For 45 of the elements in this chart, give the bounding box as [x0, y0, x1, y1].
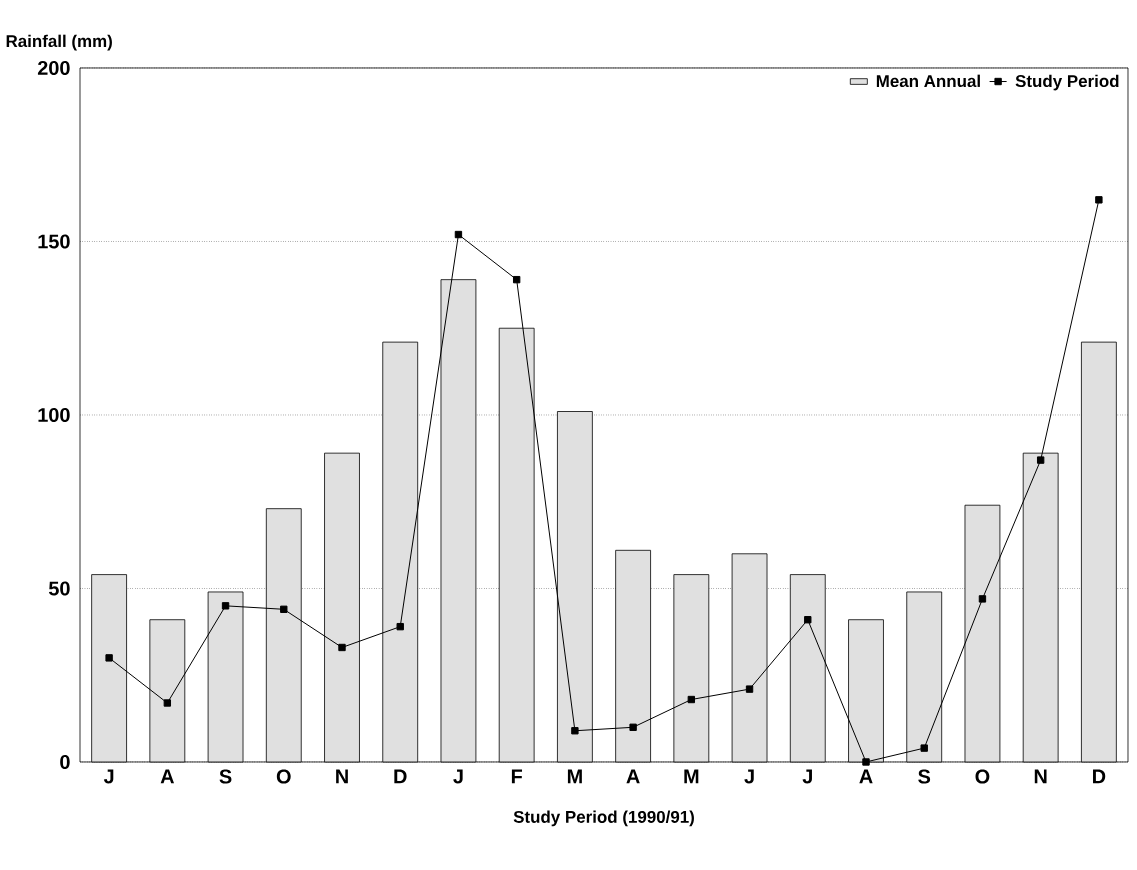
point [745, 685, 754, 693]
point [163, 699, 172, 707]
x-tick-label: S [918, 769, 931, 784]
point [1036, 456, 1045, 464]
x-tick-label: O [975, 769, 990, 784]
x-tick-label: A [859, 769, 873, 784]
x-tick-label: O [276, 769, 291, 784]
y-tick-label: 50 [48, 581, 70, 596]
point [687, 695, 696, 704]
x-tick-label: J [744, 769, 754, 784]
x-tick-label: M [567, 769, 582, 784]
x-tick-label: F [511, 769, 523, 784]
point [804, 616, 812, 624]
legend-label: Study Period [1015, 74, 1119, 91]
point [396, 622, 404, 631]
y-tick-label: 100 [38, 407, 70, 423]
legend-label: Mean Annual [876, 74, 980, 88]
y-tick-label: 200 [37, 60, 70, 76]
y-tick-label: 150 [38, 234, 70, 249]
x-tick-label: D [394, 769, 407, 784]
x-tick-label: J [103, 769, 114, 784]
y-tick-label: 0 [60, 754, 70, 770]
point [978, 595, 987, 603]
point [629, 723, 637, 731]
point [280, 605, 288, 613]
y-axis-title: Rainfall (mm) [6, 34, 112, 51]
x-tick-label: A [160, 769, 174, 784]
point [454, 230, 463, 239]
point [1095, 196, 1103, 204]
x-tick-label: M [684, 769, 699, 784]
x-tick-label: D [1093, 769, 1106, 784]
x-axis-title: Study Period (1990/91) [513, 810, 694, 827]
point [221, 602, 230, 610]
x-tick-label: J [453, 769, 463, 784]
point [920, 744, 928, 752]
x-tick-label: A [626, 769, 640, 784]
point [338, 643, 346, 652]
x-tick-label: N [1034, 769, 1047, 784]
point [862, 758, 870, 766]
point [105, 654, 113, 662]
point [571, 727, 579, 735]
x-tick-label: J [802, 769, 812, 784]
x-tick-label: N [336, 769, 348, 784]
point [512, 275, 521, 284]
x-tick-label: S [219, 769, 232, 784]
